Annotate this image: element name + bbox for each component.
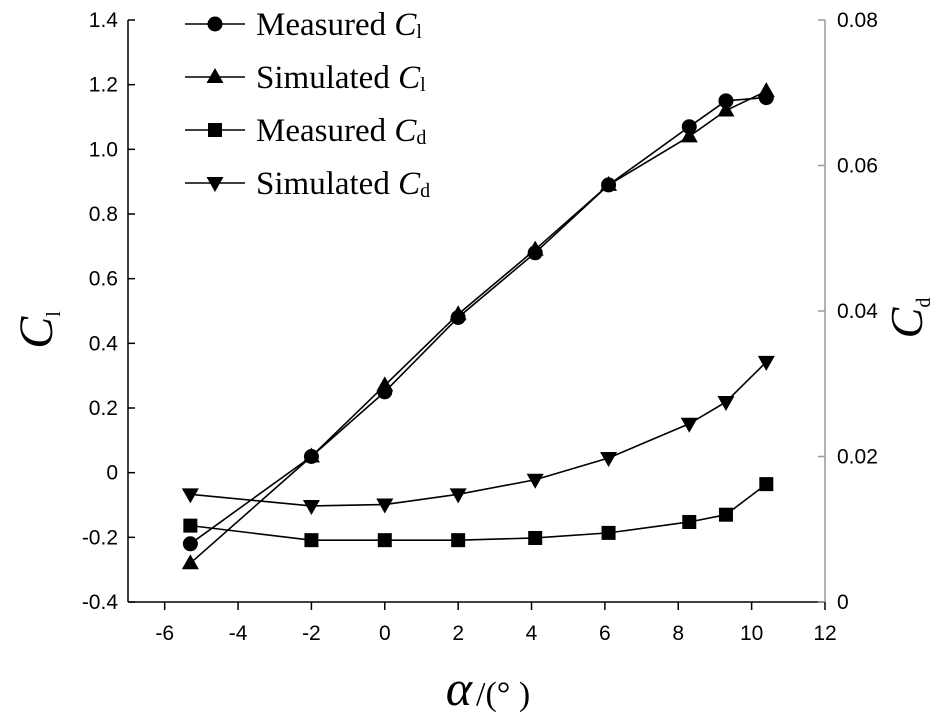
- series-line: [190, 361, 767, 507]
- series-2: [183, 477, 774, 548]
- x-tick-label: 2: [452, 622, 464, 645]
- y-left-tick-label: 0: [106, 462, 118, 485]
- y-left-tick-label: 0.8: [89, 203, 118, 226]
- legend-entry: Simulated Cd: [185, 166, 430, 202]
- data-point: [718, 507, 733, 522]
- legend-label: Measured Cd: [256, 113, 426, 149]
- series-3: [181, 355, 775, 515]
- series-line: [189, 96, 767, 545]
- data-point: [680, 417, 698, 433]
- y-right-axis-title: Cd: [881, 298, 935, 339]
- y-right-tick-label: 0: [837, 591, 849, 614]
- legend-marker: [207, 16, 223, 32]
- series-line: [190, 483, 767, 541]
- y-left-tick-label: 0.2: [89, 397, 118, 420]
- data-point: [528, 530, 543, 545]
- x-tick-label: 6: [599, 622, 611, 645]
- x-tick-label: 10: [740, 622, 763, 645]
- legend-label: Measured Cl: [256, 7, 422, 43]
- data-point: [182, 536, 198, 552]
- x-tick-label: -6: [155, 622, 174, 645]
- series-0: [182, 90, 774, 552]
- x-axis-ticks: -6 -4 -2 0 2 4 6 8 10 12: [155, 602, 837, 645]
- legend-entry: Measured Cl: [185, 7, 422, 43]
- data-point: [181, 554, 199, 570]
- data-point: [451, 533, 466, 548]
- y-right-tick-label: 0.04: [837, 300, 878, 323]
- y-left-tick-label: 1.4: [89, 9, 119, 32]
- legend-label: Simulated Cd: [256, 166, 430, 202]
- y-left-tick-label: 0.6: [89, 268, 118, 291]
- x-tick-label: -2: [302, 622, 321, 645]
- x-axis-title: α/(° ): [446, 660, 530, 716]
- legend-entry: Measured Cd: [185, 113, 426, 149]
- y-right-axis-ticks: 0 0.02 0.04 0.06 0.08: [818, 9, 878, 614]
- data-point: [600, 451, 618, 467]
- x-tick-label: 4: [526, 622, 538, 645]
- legend: Measured Cl Simulated Cl Measured Cd Simula…: [185, 7, 430, 202]
- data-point: [449, 488, 467, 504]
- data-point: [377, 533, 392, 548]
- data-point: [718, 93, 734, 109]
- x-tick-label: 8: [672, 622, 684, 645]
- y-left-tick-label: 1.0: [89, 138, 118, 161]
- y-left-tick-label: -0.2: [82, 526, 118, 549]
- data-point: [302, 447, 320, 463]
- data-point: [681, 119, 697, 135]
- data-point: [601, 525, 616, 540]
- y-right-tick-label: 0.08: [837, 9, 878, 32]
- y-left-tick-label: -0.4: [82, 591, 119, 614]
- y-right-tick-label: 0.06: [837, 155, 878, 178]
- y-right-tick-label: 0.02: [837, 446, 878, 469]
- series-1: [181, 82, 775, 570]
- data-point: [183, 518, 198, 533]
- data-point: [181, 488, 199, 504]
- data-point: [526, 473, 544, 489]
- legend-marker: [206, 68, 224, 83]
- data-point: [680, 127, 698, 143]
- data-point: [376, 498, 394, 514]
- legend-marker: [208, 123, 222, 137]
- x-tick-label: 0: [379, 622, 391, 645]
- data-point: [526, 240, 544, 256]
- data-point: [759, 477, 774, 492]
- data-point: [682, 514, 697, 529]
- data-point: [717, 395, 735, 411]
- y-left-tick-label: 1.2: [89, 74, 118, 97]
- data-point: [304, 533, 319, 548]
- y-left-axis-title: Cl: [10, 311, 65, 349]
- legend-marker: [206, 177, 224, 192]
- legend-entry: Simulated Cl: [185, 60, 426, 96]
- legend-label: Simulated Cl: [256, 60, 426, 96]
- x-tick-label: -4: [229, 622, 248, 645]
- data-point: [302, 499, 320, 515]
- data-point: [600, 175, 618, 191]
- series-line: [189, 90, 767, 564]
- series-layer: [181, 82, 775, 570]
- data-point: [717, 101, 735, 117]
- y-left-axis-ticks: -0.4 -0.2 0 0.2 0.4 0.6 0.8 1.0 1.2 1.4: [82, 9, 135, 614]
- data-point: [757, 355, 775, 371]
- data-point: [757, 82, 775, 98]
- data-point: [449, 305, 467, 321]
- y-left-tick-label: 0.4: [89, 332, 119, 355]
- x-tick-label: 12: [813, 622, 836, 645]
- data-point: [376, 376, 394, 392]
